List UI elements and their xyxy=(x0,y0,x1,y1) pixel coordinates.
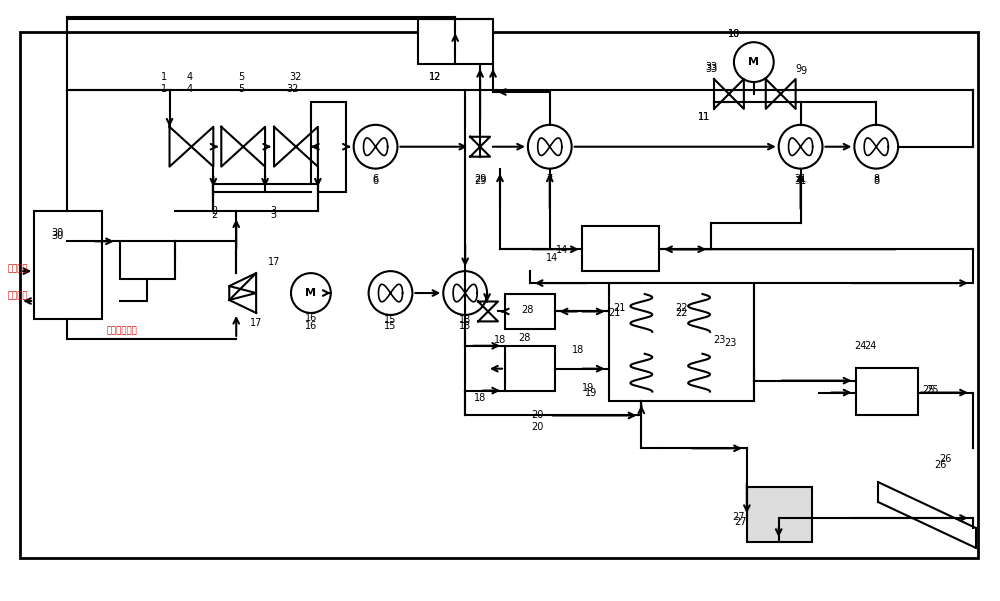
Bar xyxy=(20,32,978,558)
Text: 29: 29 xyxy=(474,174,486,183)
Text: 11: 11 xyxy=(698,112,710,122)
Text: M: M xyxy=(305,288,316,298)
Bar xyxy=(582,227,659,271)
Bar xyxy=(120,241,175,279)
Text: 9: 9 xyxy=(801,66,807,76)
Text: M: M xyxy=(748,57,759,67)
Text: 10: 10 xyxy=(728,29,740,39)
Text: 5: 5 xyxy=(238,84,244,94)
Text: 32: 32 xyxy=(287,84,299,94)
Text: 27: 27 xyxy=(733,512,745,522)
Bar xyxy=(856,368,918,415)
Text: 23: 23 xyxy=(725,338,737,348)
Text: 3: 3 xyxy=(270,206,276,216)
Text: 22: 22 xyxy=(675,303,687,313)
Text: 31: 31 xyxy=(794,175,807,186)
Bar xyxy=(34,212,102,319)
Text: 10: 10 xyxy=(728,29,740,39)
Text: 21: 21 xyxy=(613,303,626,313)
Text: 16: 16 xyxy=(305,313,317,323)
Text: 2: 2 xyxy=(211,210,217,221)
Text: 14: 14 xyxy=(546,253,558,263)
Text: 20: 20 xyxy=(532,423,544,432)
Text: 29: 29 xyxy=(474,175,486,186)
Text: 6: 6 xyxy=(373,175,379,186)
Text: 12: 12 xyxy=(429,72,441,82)
Text: 33: 33 xyxy=(705,64,717,74)
Text: 33: 33 xyxy=(705,62,717,72)
Text: 30: 30 xyxy=(51,228,63,239)
Text: 15: 15 xyxy=(384,315,397,325)
Text: 9: 9 xyxy=(796,64,802,74)
Text: 12: 12 xyxy=(429,72,441,82)
Text: 25: 25 xyxy=(922,385,934,395)
Text: 15: 15 xyxy=(384,321,397,331)
Text: 8: 8 xyxy=(873,174,879,183)
Text: 30: 30 xyxy=(51,231,63,241)
Text: 21: 21 xyxy=(608,308,621,318)
Text: 16: 16 xyxy=(305,321,317,331)
Text: 6: 6 xyxy=(373,174,379,183)
Text: 锅炉工质烟气: 锅炉工质烟气 xyxy=(107,326,138,335)
Text: 19: 19 xyxy=(585,388,598,397)
Text: 23: 23 xyxy=(713,335,725,345)
Bar xyxy=(418,19,493,64)
Text: 5: 5 xyxy=(238,72,244,82)
Text: 锅炉排烟: 锅炉排烟 xyxy=(7,291,28,300)
Text: 锅炉烟气: 锅炉烟气 xyxy=(7,264,28,273)
Text: 1: 1 xyxy=(160,84,167,94)
Text: 17: 17 xyxy=(268,257,280,267)
Text: 24: 24 xyxy=(854,341,867,351)
Text: 17: 17 xyxy=(250,318,262,328)
Bar xyxy=(747,487,812,542)
Text: 18: 18 xyxy=(494,335,506,345)
Text: 8: 8 xyxy=(873,175,879,186)
Text: 14: 14 xyxy=(556,245,568,255)
Text: 31: 31 xyxy=(794,174,807,183)
Text: 32: 32 xyxy=(290,72,302,82)
Text: 26: 26 xyxy=(934,460,946,470)
Text: 27: 27 xyxy=(735,517,747,527)
Bar xyxy=(213,183,318,212)
Text: 3: 3 xyxy=(270,210,276,221)
Text: 7: 7 xyxy=(547,175,553,186)
Bar xyxy=(505,294,555,329)
Text: 20: 20 xyxy=(532,410,544,421)
Bar xyxy=(311,102,346,192)
Text: 28: 28 xyxy=(522,305,534,315)
Text: 25: 25 xyxy=(927,385,939,395)
Text: 22: 22 xyxy=(675,308,687,318)
Text: 13: 13 xyxy=(459,321,471,331)
Text: 18: 18 xyxy=(572,345,584,355)
Text: 24: 24 xyxy=(864,341,876,351)
Text: 19: 19 xyxy=(581,383,594,392)
Text: 4: 4 xyxy=(186,72,193,82)
Bar xyxy=(609,283,754,400)
Text: 11: 11 xyxy=(698,112,710,122)
Bar xyxy=(505,346,555,391)
Text: 26: 26 xyxy=(940,454,952,464)
Text: 4: 4 xyxy=(186,84,193,94)
Text: 18: 18 xyxy=(474,392,486,403)
Text: 2: 2 xyxy=(211,206,217,216)
Text: 7: 7 xyxy=(547,174,553,183)
Text: 28: 28 xyxy=(519,333,531,343)
Text: 1: 1 xyxy=(160,72,167,82)
Text: 13: 13 xyxy=(459,315,471,325)
